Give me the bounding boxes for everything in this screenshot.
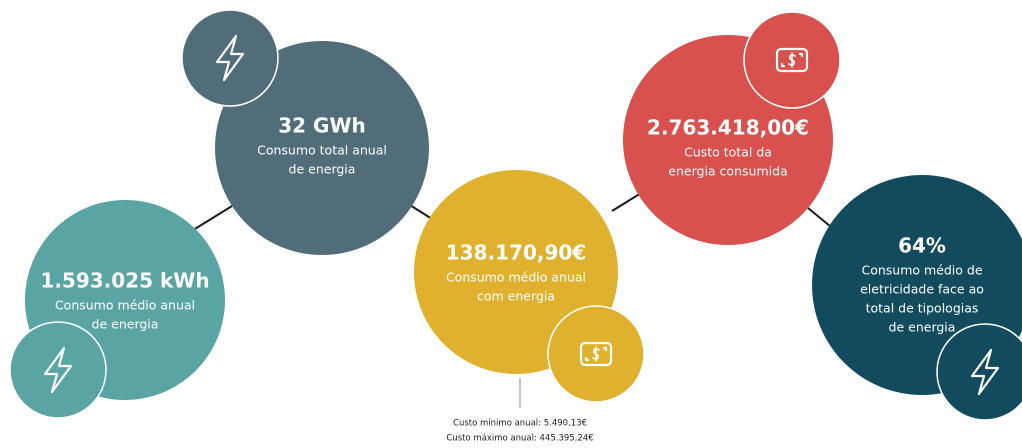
card-corners (584, 346, 608, 362)
bubble-label: Consumo total anual (257, 143, 387, 158)
icon-circle (181, 9, 279, 107)
bubble-value: 2.763.418,00€ (647, 116, 809, 140)
card-corners (780, 52, 804, 68)
bubble-label: Consumo médio de (861, 263, 982, 278)
bubble-value: 32 GWh (278, 114, 366, 138)
bubble-value: 1.593.025 kWh (40, 269, 209, 293)
icon-circle (9, 321, 107, 419)
bolt-shape (43, 346, 73, 394)
bubble (215, 41, 429, 255)
bubble-label: Custo total da (684, 145, 772, 160)
bubble-label: com energia (477, 289, 555, 304)
bolt-shape (215, 34, 245, 82)
bubble-label: Consumo médio anual (446, 270, 586, 285)
bolt-shape (970, 348, 1000, 396)
card-shape (579, 341, 613, 367)
bolt-icon (215, 34, 245, 82)
bolt-icon (43, 346, 73, 394)
connector (189, 205, 233, 233)
footnote: Custo máximo anual: 445.395,24€ (446, 434, 593, 444)
bubble-label: de energia (889, 320, 956, 335)
footnote: Custo mínimo anual: 5.490,13€ (453, 419, 587, 429)
dollar-shape (788, 52, 796, 68)
bubble-label: total de tipologias (866, 301, 979, 316)
dollar-shape (592, 346, 600, 362)
bubble-label: Consumo médio anual (55, 298, 195, 313)
bolt-icon (970, 348, 1000, 396)
bubble-label: de energia (289, 162, 356, 177)
bubble-label: eletricidade face ao (860, 282, 984, 297)
bubble-label: de energia (92, 317, 159, 332)
card-shape (775, 47, 809, 73)
money-icon (775, 47, 809, 73)
bubble-value: 64% (898, 234, 946, 258)
icon-circle (936, 323, 1022, 421)
money-icon (579, 341, 613, 367)
bubble-value: 138.170,90€ (446, 241, 586, 265)
bubble-label: energia consumida (668, 164, 787, 179)
